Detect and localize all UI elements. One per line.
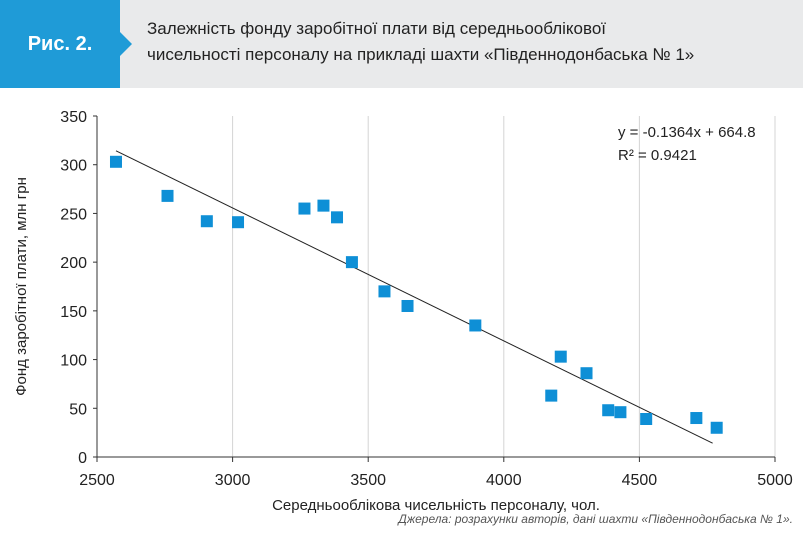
data-point-5 <box>298 202 311 215</box>
badge-arrow <box>120 32 132 56</box>
chart-area: 0 50 100 150 200 250 300 350 2500 3000 3500 4000 450… <box>0 92 803 531</box>
data-point-12 <box>545 389 558 402</box>
y-tick-label-100: 100 <box>60 353 87 370</box>
x-tick-label-5000: 5000 <box>757 472 793 489</box>
x-tick-label-3500: 3500 <box>350 472 386 489</box>
figure-title: Залежність фонду заробітної плати від се… <box>147 16 797 68</box>
chart-tick-labels: 0 50 100 150 200 250 300 350 2500 3000 3500 4000 450… <box>60 109 793 489</box>
x-tick-label-3000: 3000 <box>215 472 251 489</box>
data-point-13 <box>554 350 567 363</box>
data-point-2 <box>161 189 174 202</box>
data-point-7 <box>331 211 344 224</box>
figure-label: Рис. 2. <box>27 32 93 55</box>
data-point-9 <box>378 285 391 298</box>
trendline-equation: y = -0.1364x + 664.8 <box>618 124 756 141</box>
figure-header: Рис. 2. Залежність фонду заробітної плат… <box>0 0 803 88</box>
y-tick-label-350: 350 <box>60 109 87 126</box>
figure-title-line-2: чисельності персоналу на прикладі шахти … <box>147 45 695 64</box>
y-tick-label-150: 150 <box>60 304 87 321</box>
data-point-17 <box>640 413 653 426</box>
x-tick-label-4500: 4500 <box>622 472 658 489</box>
trendline-r-squared: R² = 0.9421 <box>618 147 697 164</box>
chart-axes <box>93 115 776 462</box>
y-axis-label: Фонд заробітної плати, млн грн <box>13 177 30 396</box>
data-point-10 <box>401 299 414 312</box>
source-note: Джерела: розрахунки авторів, дані шахти … <box>398 512 793 526</box>
data-point-1 <box>109 155 122 168</box>
x-tick-label-2500: 2500 <box>79 472 115 489</box>
chart-points <box>109 155 723 434</box>
data-point-8 <box>345 256 358 269</box>
y-tick-label-0: 0 <box>78 450 87 467</box>
chart-trendline-group <box>115 150 713 444</box>
data-point-15 <box>602 404 615 417</box>
chart-grid <box>232 116 776 457</box>
data-point-11 <box>469 319 482 332</box>
y-tick-label-50: 50 <box>69 401 87 418</box>
data-point-19 <box>710 421 723 434</box>
y-tick-label-200: 200 <box>60 255 87 272</box>
data-point-4 <box>232 216 245 229</box>
data-point-16 <box>614 406 627 419</box>
y-tick-label-300: 300 <box>60 158 87 175</box>
trendline <box>115 150 713 444</box>
scatter-chart: 0 50 100 150 200 250 300 350 2500 3000 3500 4000 450… <box>13 109 793 514</box>
data-point-3 <box>200 215 213 228</box>
x-tick-label-4000: 4000 <box>486 472 522 489</box>
data-point-14 <box>580 367 593 380</box>
figure-badge: Рис. 2. <box>0 0 120 88</box>
data-point-18 <box>690 412 703 425</box>
data-point-6 <box>317 199 330 212</box>
figure-title-line-1: Залежність фонду заробітної плати від се… <box>147 19 607 38</box>
x-axis-label: Середньооблікова чисельність персоналу, … <box>272 497 600 514</box>
y-tick-label-250: 250 <box>60 206 87 223</box>
